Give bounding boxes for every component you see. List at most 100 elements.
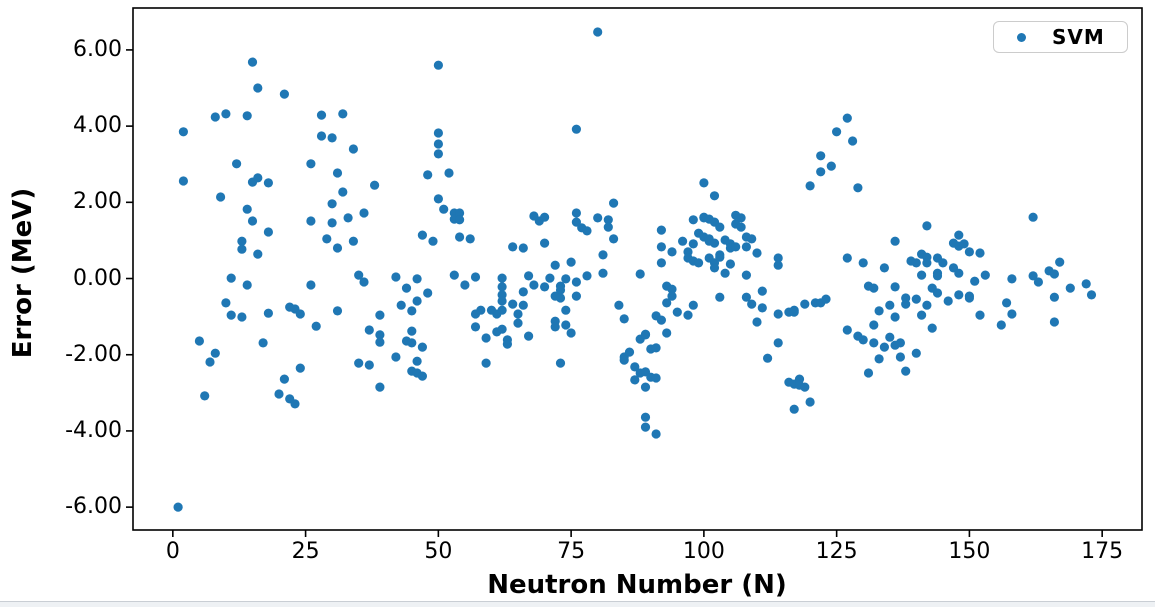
data-point: [741, 270, 752, 280]
data-point: [694, 258, 704, 268]
data-point: [996, 320, 1006, 330]
data-point: [566, 257, 576, 267]
data-point: [800, 382, 810, 392]
data-point: [715, 222, 725, 232]
data-point: [306, 216, 316, 226]
data-point: [800, 299, 810, 309]
data-point: [773, 309, 783, 319]
data-point: [253, 83, 263, 93]
data-point: [407, 306, 417, 316]
data-point: [571, 208, 582, 218]
data-point: [688, 300, 698, 310]
data-point: [327, 218, 337, 228]
data-point: [364, 325, 374, 335]
data-point: [609, 198, 619, 208]
data-point: [582, 271, 592, 281]
data-point: [210, 112, 220, 122]
data-point: [773, 338, 783, 348]
data-point: [715, 292, 725, 302]
data-point: [709, 238, 720, 248]
data-point: [826, 161, 836, 171]
data-point: [540, 282, 550, 292]
data-point: [1049, 269, 1059, 279]
x-axis-title: Neutron Number (N): [487, 570, 787, 600]
data-point: [508, 299, 518, 309]
data-point: [433, 60, 443, 70]
data-point: [242, 204, 252, 214]
data-point: [513, 318, 523, 328]
data-point: [598, 250, 608, 260]
data-point: [481, 333, 491, 343]
data-point: [338, 187, 348, 197]
data-point: [497, 324, 507, 334]
data-point: [1055, 257, 1065, 267]
x-tick-label: 25: [291, 539, 320, 564]
data-point: [417, 371, 427, 381]
data-point: [370, 180, 380, 190]
data-point: [858, 335, 868, 345]
data-point: [640, 422, 651, 432]
data-point: [651, 373, 661, 383]
data-point: [821, 294, 831, 304]
data-point: [603, 222, 613, 232]
data-point: [571, 291, 582, 301]
data-point: [518, 287, 528, 297]
data-point: [391, 272, 401, 282]
data-point: [757, 286, 767, 296]
data-point: [433, 194, 443, 204]
data-point: [216, 192, 226, 202]
data-point: [1028, 212, 1038, 222]
data-point: [348, 236, 358, 246]
data-point: [773, 253, 783, 263]
data-point: [439, 204, 449, 214]
data-point: [226, 310, 236, 320]
data-point: [842, 253, 852, 263]
data-point: [423, 170, 433, 180]
data-point: [274, 389, 284, 399]
data-point: [709, 191, 720, 201]
data-point: [890, 236, 900, 246]
data-point: [954, 290, 964, 300]
data-point: [667, 291, 677, 301]
data-point: [200, 391, 210, 401]
y-tick-label: 2.00: [73, 189, 122, 215]
data-point: [316, 131, 327, 141]
data-point: [375, 330, 385, 340]
data-point: [316, 110, 327, 120]
data-point: [869, 283, 879, 293]
data-point: [656, 225, 667, 235]
data-point: [545, 273, 555, 283]
data-point: [237, 312, 247, 322]
data-point: [348, 144, 358, 154]
data-point: [444, 168, 454, 178]
data-point: [481, 358, 491, 368]
data-point: [1033, 277, 1043, 287]
data-point: [253, 249, 263, 259]
data-point: [332, 168, 343, 178]
legend-marker-icon: [1017, 32, 1026, 42]
data-point: [874, 354, 884, 364]
data-point: [423, 288, 433, 298]
data-point: [524, 331, 534, 341]
data-point: [375, 310, 385, 320]
data-point: [640, 329, 651, 339]
data-point: [497, 282, 507, 292]
data-point: [890, 282, 900, 292]
data-point: [290, 399, 300, 409]
data-point: [763, 353, 773, 363]
data-point: [412, 296, 422, 306]
data-point: [332, 243, 343, 253]
data-point: [306, 159, 316, 169]
data-point: [221, 109, 231, 119]
x-tick-label: 150: [948, 539, 991, 564]
data-point: [890, 312, 900, 322]
data-point: [497, 305, 507, 315]
data-point: [1049, 292, 1059, 302]
data-point: [805, 181, 815, 191]
data-point: [911, 258, 921, 268]
data-point: [773, 260, 783, 270]
data-point: [391, 352, 401, 362]
data-point: [858, 258, 868, 268]
data-point: [747, 234, 757, 244]
